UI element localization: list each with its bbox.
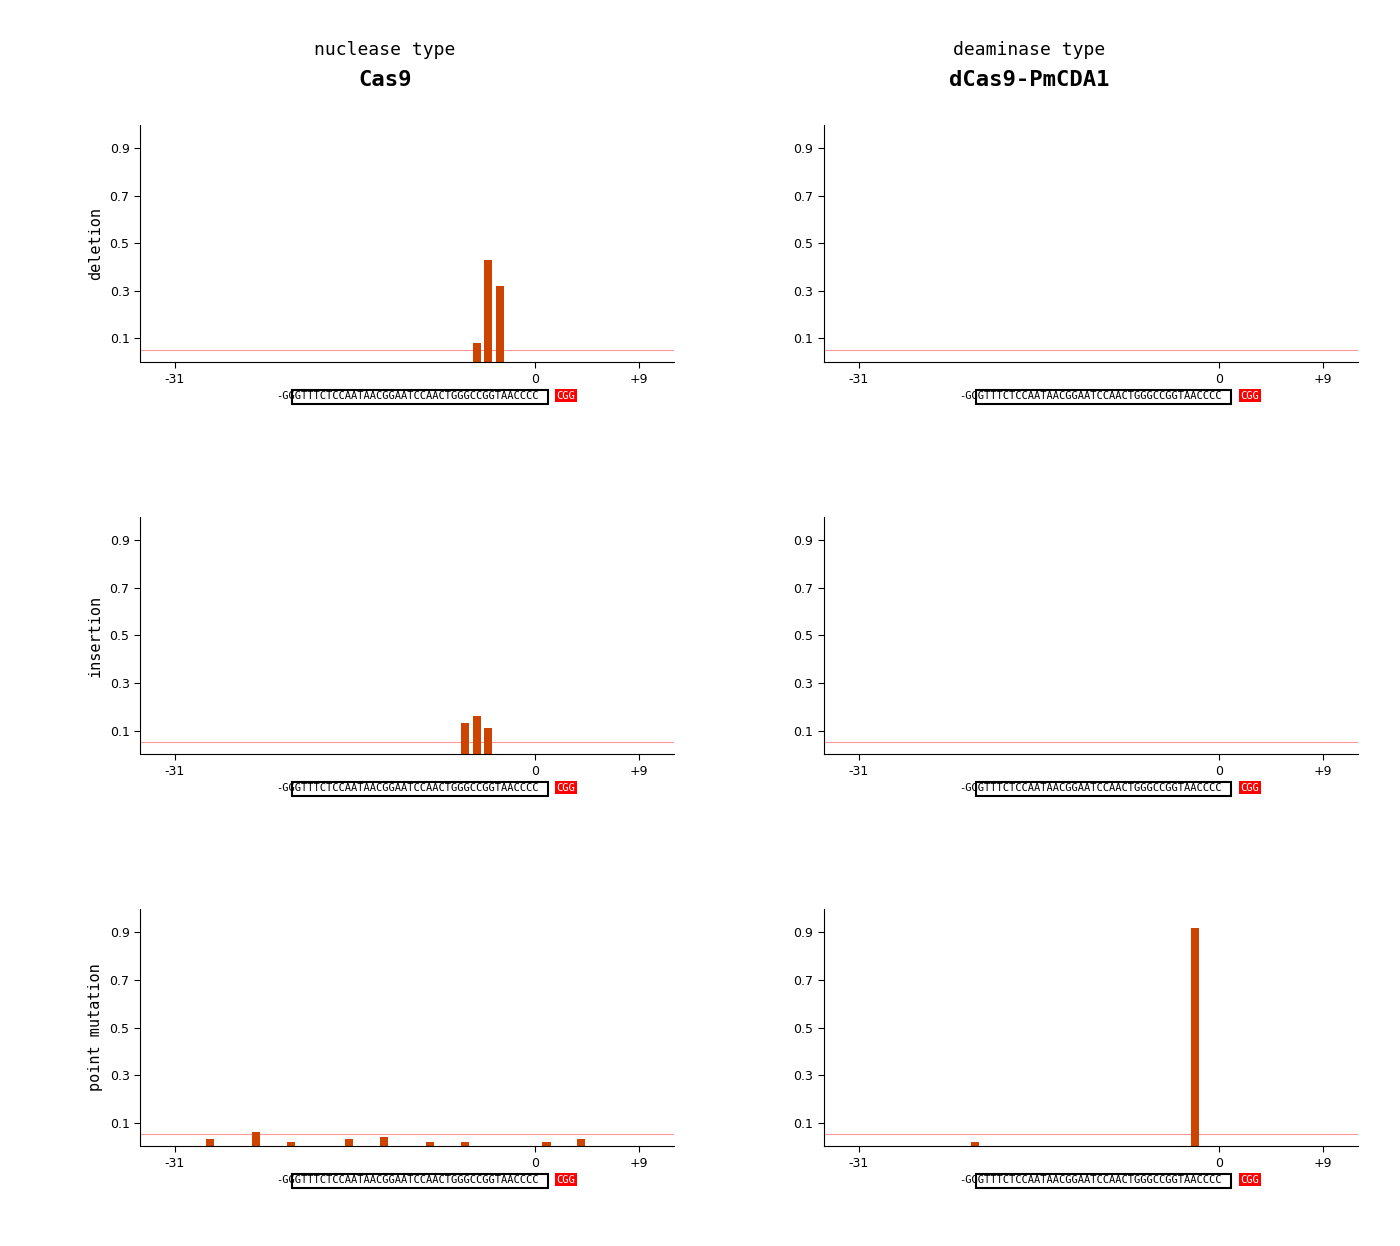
Bar <box>473 343 480 363</box>
Text: -GGGTTTCTCCAATAACGGAATCCAACTGGGCCGGTAACCCC: -GGGTTTCTCCAATAACGGAATCCAACTGGGCCGGTAACC… <box>959 782 1222 792</box>
Text: CGG: CGG <box>1240 1175 1259 1185</box>
Text: -GGGTTTCTCCAATAACGGAATCCAACTGGGCCGGTAACCCC: -GGGTTTCTCCAATAACGGAATCCAACTGGGCCGGTAACC… <box>276 391 539 401</box>
Bar <box>206 1139 214 1146</box>
Text: CGG: CGG <box>557 1175 575 1185</box>
Text: CGG: CGG <box>1240 391 1259 401</box>
Bar <box>473 716 480 754</box>
Bar <box>577 1139 585 1146</box>
Text: dCas9-PmCDA1: dCas9-PmCDA1 <box>949 70 1109 90</box>
Bar <box>252 1133 260 1146</box>
Text: CGG: CGG <box>1240 782 1259 792</box>
Bar <box>426 1141 434 1146</box>
Bar <box>542 1141 550 1146</box>
Y-axis label: point mutation: point mutation <box>88 963 102 1091</box>
Text: -GGGTTTCTCCAATAACGGAATCCAACTGGGCCGGTAACCCC: -GGGTTTCTCCAATAACGGAATCCAACTGGGCCGGTAACC… <box>276 1175 539 1185</box>
Text: -GGGTTTCTCCAATAACGGAATCCAACTGGGCCGGTAACCCC: -GGGTTTCTCCAATAACGGAATCCAACTGGGCCGGTAACC… <box>959 1175 1222 1185</box>
Text: Cas9: Cas9 <box>358 70 412 90</box>
Bar <box>496 287 504 363</box>
Text: nuclease type: nuclease type <box>315 41 455 59</box>
Bar <box>287 1141 295 1146</box>
Bar <box>461 724 469 754</box>
Bar <box>1191 928 1200 1146</box>
Bar <box>970 1141 979 1146</box>
Bar <box>484 260 493 363</box>
Text: CGG: CGG <box>557 391 575 401</box>
Text: -GGGTTTCTCCAATAACGGAATCCAACTGGGCCGGTAACCCC: -GGGTTTCTCCAATAACGGAATCCAACTGGGCCGGTAACC… <box>959 391 1222 401</box>
Text: -GGGTTTCTCCAATAACGGAATCCAACTGGGCCGGTAACCCC: -GGGTTTCTCCAATAACGGAATCCAACTGGGCCGGTAACC… <box>276 782 539 792</box>
Text: CGG: CGG <box>557 782 575 792</box>
Bar <box>344 1139 353 1146</box>
Bar <box>484 728 493 754</box>
Bar <box>461 1141 469 1146</box>
Y-axis label: deletion: deletion <box>88 207 102 280</box>
Y-axis label: insertion: insertion <box>88 594 102 677</box>
Text: deaminase type: deaminase type <box>953 41 1105 59</box>
Bar <box>379 1136 388 1146</box>
